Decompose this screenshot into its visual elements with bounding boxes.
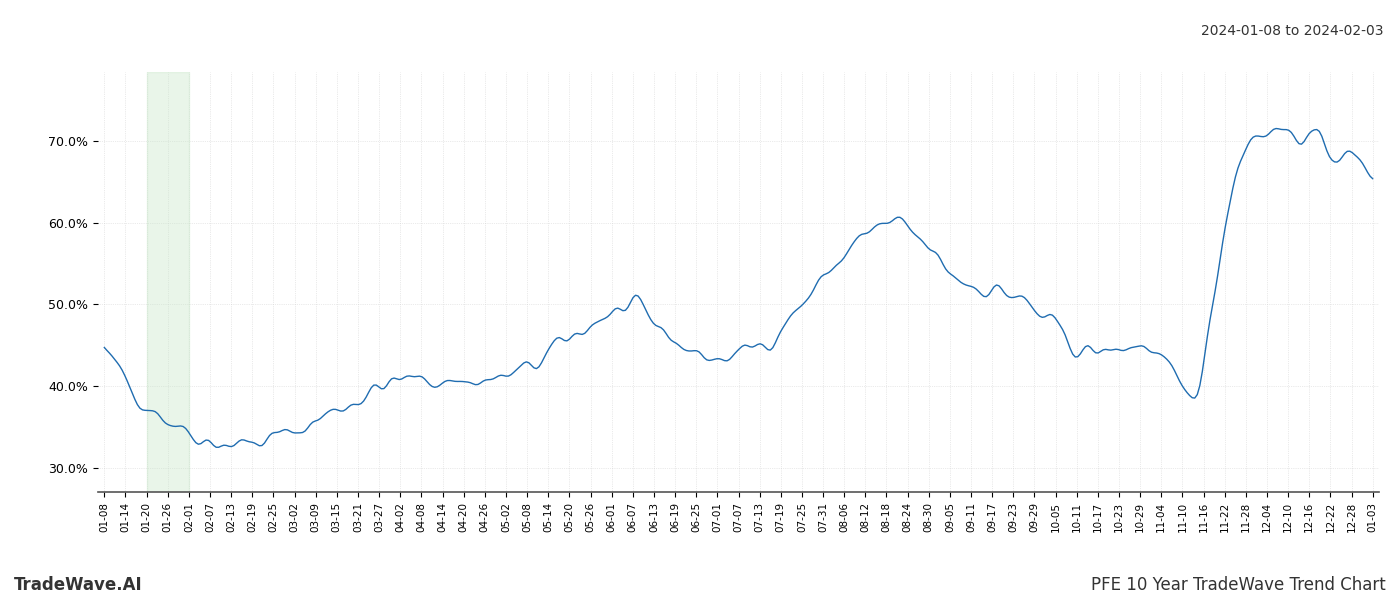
Text: TradeWave.AI: TradeWave.AI — [14, 576, 143, 594]
Bar — [147, 72, 189, 492]
Text: PFE 10 Year TradeWave Trend Chart: PFE 10 Year TradeWave Trend Chart — [1091, 576, 1386, 594]
Text: 2024-01-08 to 2024-02-03: 2024-01-08 to 2024-02-03 — [1201, 24, 1383, 38]
